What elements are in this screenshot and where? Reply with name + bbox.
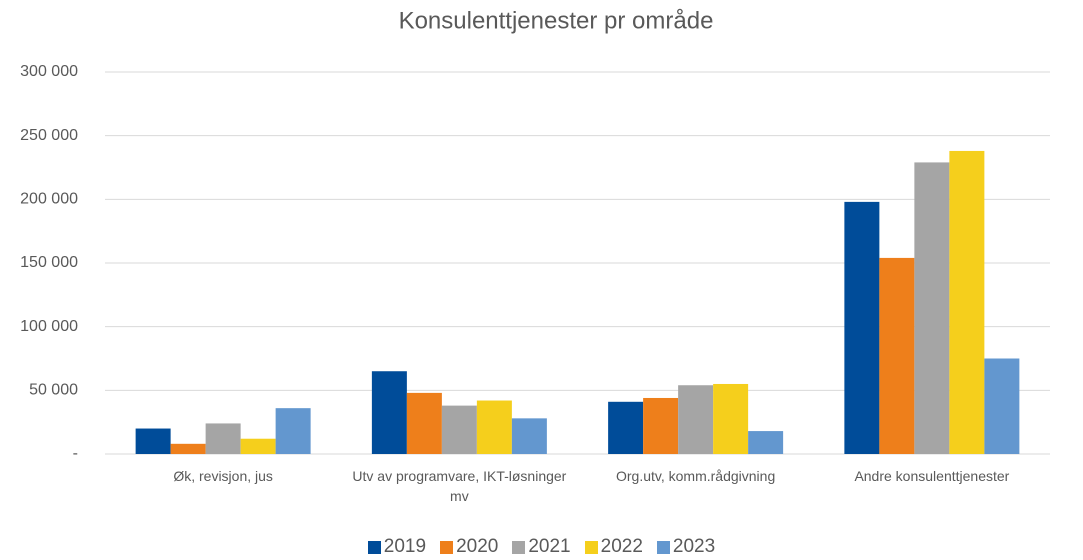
bar <box>205 423 241 454</box>
legend-swatch <box>440 540 454 554</box>
bar <box>371 371 407 454</box>
y-tick-label: 50 000 <box>29 382 78 399</box>
bar <box>949 150 985 455</box>
bar <box>678 385 714 454</box>
y-tick-label: 150 000 <box>20 254 78 271</box>
bar <box>275 408 311 454</box>
bar <box>984 358 1020 454</box>
x-tick-label: Org.utv, komm.rådgivning <box>616 468 776 484</box>
legend-label: 2020 <box>456 536 499 557</box>
legend-label: 2019 <box>383 536 427 557</box>
legend-item: 2023 <box>656 536 716 558</box>
bar <box>643 397 679 454</box>
legend-label: 2023 <box>672 536 716 557</box>
legend-swatch <box>656 540 670 554</box>
x-tick-label: Øk, revisjon, jus <box>173 468 273 484</box>
bar <box>511 418 547 454</box>
legend-item: 2021 <box>512 536 571 558</box>
y-tick-label: 300 000 <box>20 63 78 80</box>
chart-title: Konsulenttjenester pr område <box>399 7 714 34</box>
bar <box>914 162 950 454</box>
legend-swatch <box>584 540 598 554</box>
bar <box>170 443 206 454</box>
bar <box>135 428 171 454</box>
bar <box>406 392 442 454</box>
bar <box>748 431 784 454</box>
y-tick-label: 250 000 <box>20 127 78 144</box>
x-tick-label: Andre konsulenttjenester <box>854 468 1010 484</box>
legend-item: 2019 <box>367 536 427 558</box>
bar <box>608 401 644 454</box>
bar <box>240 438 276 454</box>
legend-swatch <box>512 540 526 554</box>
y-tick-label: 100 000 <box>20 318 78 335</box>
bar <box>476 400 512 454</box>
y-tick-label: 200 000 <box>20 191 78 208</box>
bar <box>441 405 477 454</box>
bar <box>713 383 749 454</box>
x-tick-label: Utv av programvare, IKT-løsninger mv <box>352 468 567 504</box>
y-tick-label: - <box>73 445 78 462</box>
legend-label: 2022 <box>600 536 643 557</box>
legend-item: 2020 <box>440 536 498 558</box>
bar <box>879 257 915 454</box>
legend-swatch <box>367 540 381 554</box>
bar <box>844 201 880 454</box>
legend-item: 2022 <box>584 536 643 558</box>
legend: 2019 2020 2021 2022 2023 <box>0 536 1083 558</box>
legend-label: 2021 <box>528 536 571 557</box>
